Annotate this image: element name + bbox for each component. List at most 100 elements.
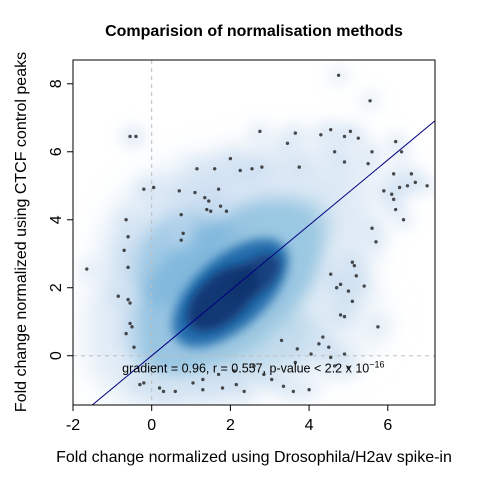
data-point [346,365,351,370]
data-point [397,185,402,190]
data-point [134,134,138,139]
data-point [342,134,347,139]
y-axis-label: Fold change normalized using CTCF contro… [13,52,30,412]
data-point [370,226,374,230]
data-point [393,139,398,144]
data-point [390,192,394,196]
data-point [195,167,199,171]
data-point [142,381,146,385]
data-point [334,286,339,290]
x-axis-label: Fold change normalized using Drosophila/… [56,449,452,466]
data-point [218,204,223,208]
data-point [201,377,205,382]
data-point [319,133,323,137]
data-point [327,345,331,349]
data-point [352,263,357,268]
data-point [126,265,130,270]
stats-annotation-text: gradient = 0.96, r = 0.557, p-value < 2.… [122,362,369,376]
data-point [279,338,284,343]
data-point [399,150,404,154]
data-point [293,360,298,365]
data-point [376,325,380,329]
regression-line [91,120,435,405]
data-point [262,372,266,377]
data-point [124,218,128,222]
y-tick-label: 6 [48,147,65,156]
y-tick-label: 0 [48,351,65,360]
data-point [297,165,301,169]
data-point [128,134,132,139]
data-point [216,372,221,377]
data-point [309,352,313,356]
data-point [234,382,238,387]
density-layer [77,66,435,405]
y-axis: 0 2 4 6 8 [48,79,73,360]
x-tick-label: -2 [66,417,80,434]
data-point [332,150,337,154]
data-point [425,184,429,188]
data-point [232,369,237,373]
data-point [366,161,370,166]
x-tick-label: 0 [147,417,156,434]
data-point [350,299,355,304]
data-point [285,141,290,145]
data-point [391,197,396,202]
data-point [205,207,209,212]
data-point [126,235,130,239]
data-point [401,218,406,222]
y-tick-label: 4 [48,215,65,224]
data-point [370,150,374,154]
data-point [260,165,264,169]
data-point [332,364,337,368]
data-point [329,355,333,360]
data-point [128,301,132,305]
data-point [250,167,254,171]
data-point [270,377,274,382]
data-point [228,156,233,161]
fit-line [91,120,435,405]
data-point [356,136,360,140]
data-point [293,131,298,135]
y-tick-label: 2 [48,283,65,292]
data-point [258,129,262,134]
data-point [207,199,211,203]
data-point [321,335,325,339]
data-point [336,73,341,77]
data-point [191,381,195,385]
data-point [193,190,197,195]
data-point [329,127,333,132]
data-point [220,386,225,390]
data-point [238,168,242,173]
data-point [342,314,347,319]
data-point [342,160,347,164]
data-point [116,294,120,298]
data-point [413,180,418,185]
data-point [128,321,132,326]
data-point [350,260,355,264]
data-point [291,389,296,394]
data-point [354,274,359,278]
data-point [405,184,410,188]
stats-annotation-superscript: −16 [369,360,384,370]
data-point [138,382,142,387]
data-point [374,240,378,244]
data-point [409,172,414,176]
data-point [130,325,134,329]
data-point [368,99,372,103]
data-point [173,389,178,394]
outlier-points [85,73,429,394]
data-point [161,389,166,394]
data-point [281,384,286,389]
x-tick-label: 4 [305,417,314,434]
data-point [338,282,343,287]
data-point [181,231,185,236]
density-core [227,253,281,302]
data-point [177,189,181,193]
data-point [122,248,126,253]
x-axis: -2 0 2 4 6 [66,405,392,434]
data-point [212,167,217,171]
data-point [317,342,321,346]
data-point [338,313,343,317]
data-point [179,238,183,242]
